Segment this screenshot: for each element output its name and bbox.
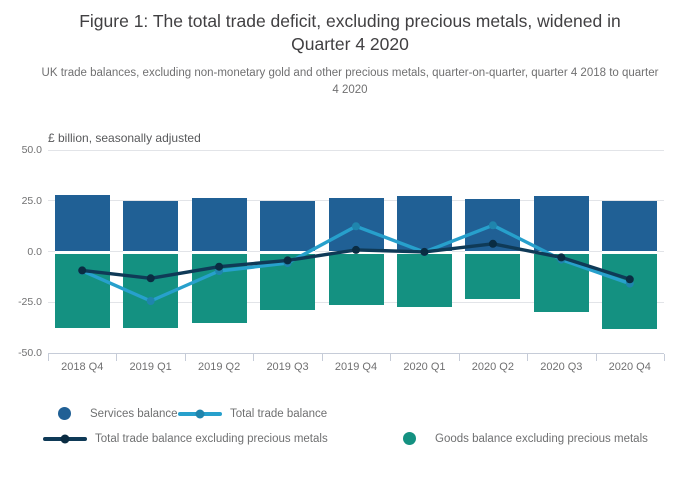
x-tick	[664, 354, 665, 361]
x-tick-label-2019-Q1: 2019 Q1	[129, 361, 172, 373]
legend-item-total-trade-balance: Total trade balance	[178, 406, 327, 421]
total-trade-excl-line-icon	[43, 434, 87, 443]
legend-item-services-balance: Services balance	[58, 406, 178, 421]
bar-goods-2019-Q1[interactable]	[123, 253, 179, 329]
total-trade-balance-line-icon	[178, 409, 222, 418]
x-tick	[116, 354, 118, 361]
point-total-trade-balance-excluding-precious-metals-2019-Q1[interactable]	[146, 274, 155, 283]
bar-goods-2020-Q4[interactable]	[602, 253, 658, 329]
x-tick	[595, 354, 597, 361]
legend-label: Goods balance excluding precious metals	[435, 432, 648, 445]
line-total-trade-balance	[81, 223, 631, 303]
legend-label: Services balance	[90, 407, 178, 420]
y-tick-label: -25.0	[18, 296, 42, 309]
point-total-trade-balance-2019-Q1[interactable]	[146, 297, 155, 305]
x-tick	[527, 354, 529, 361]
bar-services-2019-Q1[interactable]	[123, 201, 179, 254]
point-total-trade-balance-excluding-precious-metals-2019-Q3[interactable]	[283, 256, 292, 265]
line-series-layer	[78, 221, 634, 305]
legend-item-goods-balance-excl-precious-metals: Goods balance excluding precious metals	[403, 431, 648, 446]
y-tick-label: -50.0	[18, 347, 42, 359]
x-tick	[184, 354, 186, 361]
bar-goods-2018-Q4[interactable]	[54, 253, 110, 329]
y-tick-label: 0.0	[27, 245, 42, 258]
x-tick	[253, 354, 255, 361]
point-total-trade-balance-excluding-precious-metals-2020-Q4[interactable]	[625, 275, 634, 284]
goods-balance-swatch-icon	[403, 432, 416, 445]
bar-goods-2020-Q2[interactable]	[465, 253, 521, 299]
bar-services-2019-Q3[interactable]	[260, 200, 316, 254]
x-tick	[321, 354, 323, 361]
services-balance-swatch-icon	[58, 407, 71, 420]
y-tick-label: 25.0	[21, 194, 42, 207]
x-axis-line	[48, 353, 664, 354]
point-total-trade-balance-excluding-precious-metals-2019-Q2[interactable]	[215, 262, 224, 271]
gridline-50	[48, 149, 664, 151]
point-total-trade-balance-excluding-precious-metals-2020-Q3[interactable]	[557, 253, 566, 262]
point-total-trade-balance-excluding-precious-metals-2020-Q1[interactable]	[420, 247, 429, 256]
legend-label: Total trade balance excluding precious m…	[95, 432, 328, 445]
plot-area	[48, 149, 664, 354]
x-tick	[48, 354, 49, 361]
figure-subtitle: UK trade balances, excluding non-monetar…	[41, 67, 659, 97]
point-total-trade-balance-excluding-precious-metals-2020-Q2[interactable]	[488, 239, 497, 248]
bar-services-2020-Q4[interactable]	[602, 201, 658, 254]
point-total-trade-balance-2020-Q2[interactable]	[488, 221, 497, 230]
bar-services-2019-Q2[interactable]	[191, 197, 247, 254]
y-axis-unit-label: £ billion, seasonally adjusted	[48, 131, 201, 145]
point-total-trade-balance-excluding-precious-metals-2019-Q4[interactable]	[352, 245, 360, 254]
x-tick-label-2019-Q2: 2019 Q2	[197, 361, 241, 373]
x-tick-label-2018-Q4: 2018 Q4	[61, 361, 104, 373]
bar-goods-2019-Q4[interactable]	[328, 253, 384, 305]
bar-goods-2020-Q1[interactable]	[396, 253, 452, 308]
x-tick-label-2020-Q2: 2020 Q2	[471, 361, 514, 373]
figure-title: Figure 1: The total trade deficit, exclu…	[79, 11, 621, 55]
bar-services-2018-Q4[interactable]	[54, 195, 110, 254]
y-tick-label: 50.0	[21, 144, 42, 156]
legend-label: Total trade balance	[230, 407, 328, 420]
x-tick	[458, 354, 460, 361]
point-total-trade-balance-excluding-precious-metals-2018-Q4[interactable]	[78, 266, 87, 275]
bar-services-2020-Q3[interactable]	[533, 195, 589, 254]
legend-item-total-trade-balance-excl-precious-metals: Total trade balance excluding precious m…	[43, 431, 328, 446]
x-tick-label-2020-Q4: 2020 Q4	[608, 361, 651, 373]
x-tick-label-2020-Q1: 2020 Q1	[403, 361, 446, 373]
point-total-trade-balance-2019-Q4[interactable]	[352, 222, 360, 231]
x-tick	[390, 354, 392, 361]
x-tick-label-2019-Q4: 2019 Q4	[334, 361, 378, 373]
x-tick-label-2020-Q3: 2020 Q3	[540, 361, 583, 373]
x-tick-label-2019-Q3: 2019 Q3	[266, 361, 309, 373]
